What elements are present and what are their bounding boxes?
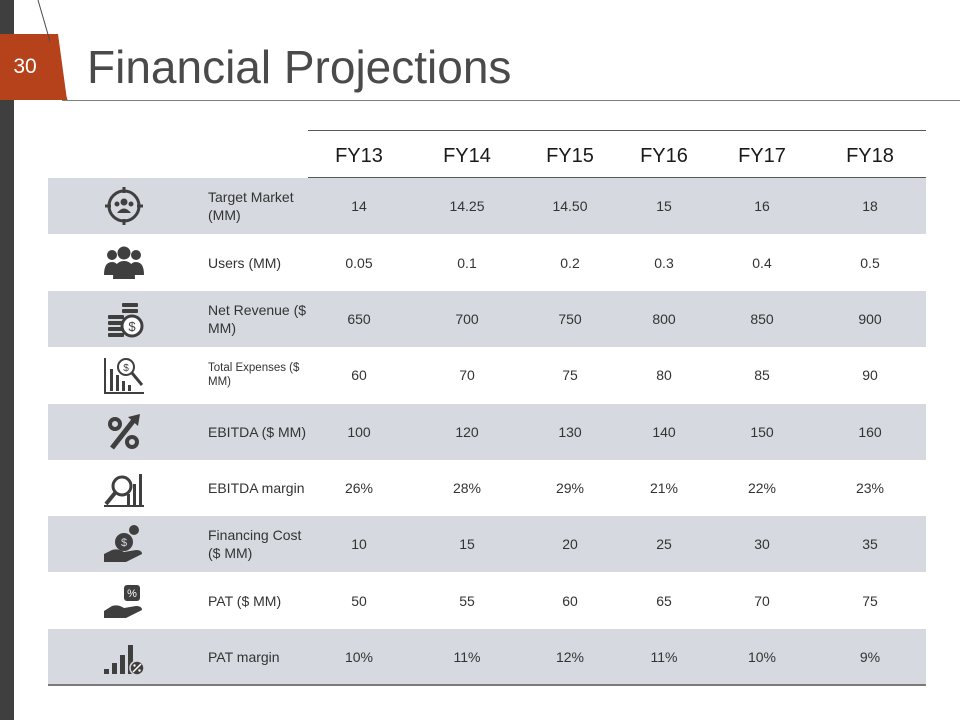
cell-fy15: 14.50 [552,198,588,214]
cell-fy14: 28% [452,480,482,496]
cell-fy13: 50 [351,593,367,609]
table-row: Target Market (MM) 14 14.25 14.50 15 16 … [48,178,926,234]
cell-fy15: 130 [558,424,582,440]
left-sidebar-bar [0,0,14,720]
cell-fy17: 30 [754,536,770,552]
cell-fy15: 12% [555,649,585,665]
cell-fy17: 10% [747,649,777,665]
svg-text:$: $ [123,363,129,374]
cell-fy14: 11% [453,649,481,665]
cell-fy17: 16 [754,198,770,214]
row-label: EBITDA margin [208,480,305,496]
coins-dollar-icon: $ [108,303,144,338]
cell-fy17: 70 [754,593,770,609]
column-header-fy14: FY14 [443,145,491,167]
cell-fy14: 14.25 [449,198,485,214]
cell-fy16: 80 [656,367,672,383]
row-label: EBITDA ($ MM) [208,424,307,440]
cell-fy15: 750 [558,311,582,327]
cell-fy18: 75 [862,593,878,609]
cell-fy15: 60 [562,593,578,609]
column-header-fy16: FY16 [640,145,688,167]
table-row: % PAT ($ MM) 50 55 60 65 70 75 [48,573,926,629]
magnifier-bars-icon [104,474,144,507]
slide-number-tab-shape [0,0,68,101]
table-row: $ Financing Cost ($ MM) 10 15 20 25 30 3… [48,516,926,572]
page-title: Financial Projections [87,41,512,93]
row-label: Users (MM) [208,255,282,271]
row-label: PAT ($ MM) [208,593,282,609]
svg-text:%: % [127,588,137,600]
slide-number: 30 [13,55,37,78]
cell-fy16: 15 [656,198,672,214]
cell-fy13: 60 [351,367,367,383]
bars-percent-icon [104,645,145,676]
svg-text:$: $ [121,537,127,549]
column-header-fy17: FY17 [738,145,786,167]
cell-fy16: 0.3 [654,255,674,271]
table-row: $ Net Revenue ($ MM) 650 700 750 800 850… [48,291,926,347]
cell-fy16: 140 [652,424,676,440]
users-group-icon [104,246,144,279]
svg-text:$: $ [128,319,136,334]
cell-fy14: 70 [459,367,475,383]
title-divider [62,100,960,101]
percent-arrow-icon [108,414,140,450]
cell-fy13: 10 [351,536,367,552]
cell-fy17: 150 [750,424,774,440]
cell-fy15: 20 [562,536,578,552]
cell-fy17: 22% [747,480,777,496]
cell-fy13: 10% [344,649,374,665]
cell-fy18: 18 [862,198,878,214]
row-label: PAT margin [208,649,280,665]
row-label: Target Market (MM) [208,189,294,223]
cell-fy13: 26% [344,480,374,496]
row-label: Financing Cost ($ MM) [208,527,302,561]
chart-search-dollar-icon: $ [104,358,144,394]
cell-fy14: 700 [455,311,479,327]
cell-fy18: 9% [859,649,881,665]
cell-fy13: 14 [351,198,367,214]
cell-fy16: 11% [650,649,678,665]
cell-fy15: 0.2 [560,255,580,271]
cell-fy18: 23% [855,480,885,496]
column-header-fy15: FY15 [546,145,594,167]
cell-fy18: 35 [862,536,878,552]
cell-fy18: 900 [858,311,882,327]
cell-fy15: 29% [555,480,585,496]
table-row: EBITDA ($ MM) 100 120 130 140 150 160 [48,404,926,460]
row-label: Total Expenses ($ MM) [208,362,300,388]
table-row: Users (MM) 0.05 0.1 0.2 0.3 0.4 0.5 [48,235,926,291]
cell-fy16: 800 [652,311,676,327]
cell-fy18: 160 [858,424,882,440]
column-header-fy13: FY13 [335,145,383,167]
cell-fy13: 100 [347,424,371,440]
cell-fy13: 0.05 [345,255,373,271]
cell-fy13: 650 [347,311,371,327]
cell-fy17: 0.4 [752,255,772,271]
cell-fy18: 0.5 [860,255,880,271]
table-row: PAT margin 10% 11% 12% 11% 10% 9% [48,629,926,685]
hand-money-bag-icon: $ [104,525,142,562]
row-label: Net Revenue ($ MM) [208,302,307,336]
table-header-top-rule [308,130,926,131]
cell-fy14: 15 [459,536,475,552]
cell-fy14: 55 [459,593,475,609]
cell-fy16: 21% [649,480,679,496]
table-bottom-rule [48,684,926,686]
slide-number-badge: 30 [0,0,72,104]
cell-fy14: 120 [455,424,479,440]
cell-fy18: 90 [862,367,878,383]
table-row: $ Total Expenses ($ MM) 60 70 75 80 85 9… [48,347,926,403]
cell-fy17: 850 [750,311,774,327]
cell-fy17: 85 [754,367,770,383]
column-header-fy18: FY18 [846,145,894,167]
table-row: EBITDA margin 26% 28% 29% 21% 22% 23% [48,460,926,516]
cell-fy16: 25 [656,536,672,552]
cell-fy16: 65 [656,593,672,609]
hand-percent-icon: % [104,585,142,618]
cell-fy15: 75 [562,367,578,383]
cell-fy14: 0.1 [457,255,477,271]
target-audience-icon [105,187,143,225]
